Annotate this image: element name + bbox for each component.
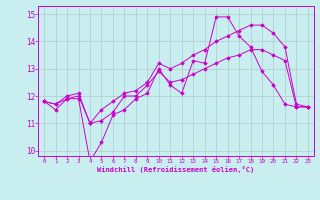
X-axis label: Windchill (Refroidissement éolien,°C): Windchill (Refroidissement éolien,°C) — [97, 166, 255, 173]
